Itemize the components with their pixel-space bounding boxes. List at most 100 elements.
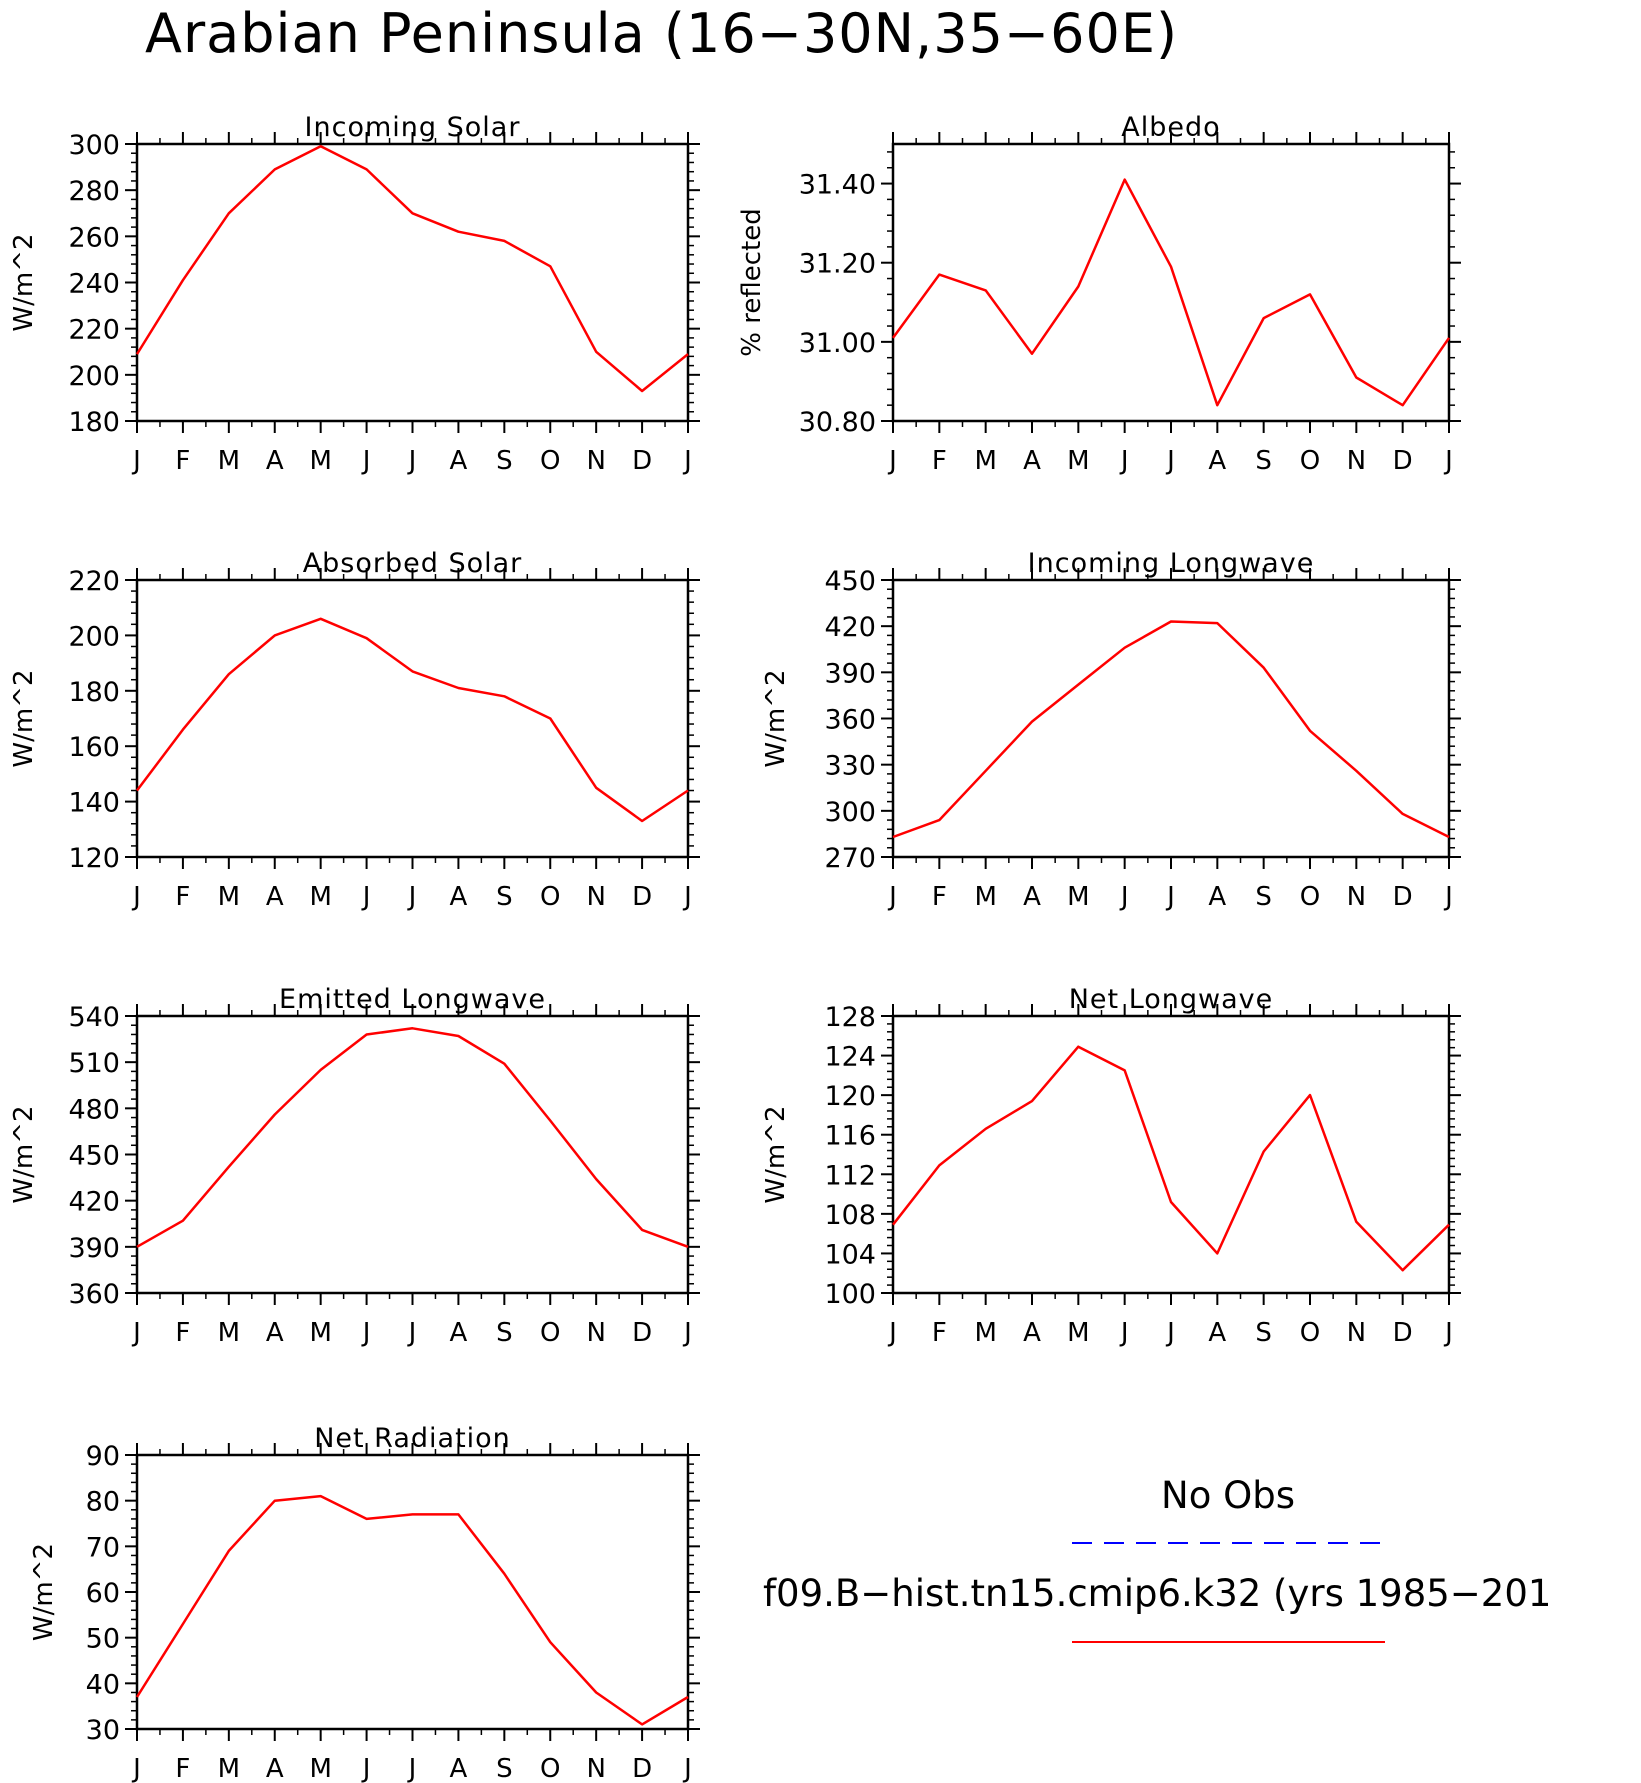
x-tick-label: J [887, 882, 897, 912]
y-tick-label: 140 [68, 788, 120, 819]
y-tick-label: 420 [824, 612, 876, 643]
y-tick-label: 330 [824, 751, 876, 782]
x-tick-label: M [974, 446, 996, 476]
x-tick-label: N [586, 882, 605, 912]
x-tick-label: F [932, 1318, 947, 1348]
x-tick-label: N [586, 1754, 605, 1783]
x-tick-label: O [540, 1318, 560, 1348]
x-tick-label: J [682, 1754, 692, 1783]
legend: No Obs f09.B−hist.tn15.cmip6.k32 (yrs 19… [763, 1474, 1551, 1643]
x-tick-label: S [496, 446, 513, 476]
x-tick-label: J [682, 446, 692, 476]
series-line-net-radiation [135, 1494, 689, 1726]
y-tick-label: 450 [68, 1141, 120, 1172]
x-tick-label: J [361, 882, 371, 912]
x-tick-label: J [131, 446, 141, 476]
x-tick-label: D [1393, 882, 1413, 912]
x-tick-label: M [1067, 446, 1089, 476]
x-tick-label: F [932, 446, 947, 476]
y-tick-label: 240 [68, 269, 120, 300]
x-tick-label: A [266, 446, 284, 476]
y-tick-label: 40 [86, 1669, 120, 1700]
y-tick-label: 30.80 [799, 407, 876, 438]
x-tick-label: A [1208, 882, 1226, 912]
x-tick-label: D [1393, 446, 1413, 476]
x-tick-label: S [496, 1318, 513, 1348]
x-tick-label: J [131, 1754, 141, 1783]
x-tick-label: S [496, 882, 513, 912]
y-axis-label: % reflected [737, 208, 767, 356]
y-tick-label: 510 [68, 1048, 120, 1079]
y-tick-label: 104 [824, 1239, 876, 1270]
y-tick-label: 120 [68, 843, 120, 874]
y-tick-label: 360 [824, 705, 876, 736]
y-axis-label: W/m^2 [9, 1105, 39, 1203]
y-tick-label: 480 [68, 1094, 120, 1125]
x-tick-label: J [682, 882, 692, 912]
series-line-emitted-longwave [136, 1027, 689, 1248]
x-tick-label: N [586, 446, 605, 476]
x-tick-label: M [309, 882, 331, 912]
x-tick-label: M [309, 1754, 331, 1783]
y-tick-label: 360 [68, 1279, 120, 1310]
x-tick-label: O [540, 446, 560, 476]
x-tick-label: J [361, 446, 371, 476]
x-tick-label: J [1119, 446, 1129, 476]
x-tick-label: A [450, 1754, 468, 1783]
plot-frame [891, 142, 1451, 423]
y-tick-label: 270 [824, 843, 876, 874]
x-tick-label: J [887, 446, 897, 476]
x-tick-label: O [1300, 446, 1320, 476]
page-title: Arabian Peninsula (16−30N,35−60E) [145, 2, 1178, 65]
y-tick-label: 31.40 [799, 170, 876, 201]
x-tick-label: S [1255, 446, 1272, 476]
x-tick-label: N [1347, 882, 1366, 912]
x-tick-label: J [887, 1318, 897, 1348]
x-tick-label: D [632, 882, 652, 912]
x-tick-label: F [175, 446, 190, 476]
x-tick-label: M [1067, 1318, 1089, 1348]
y-tick-label: 70 [86, 1532, 120, 1563]
x-tick-label: J [407, 882, 417, 912]
y-tick-label: 180 [68, 677, 120, 708]
x-tick-label: J [407, 1318, 417, 1348]
y-axis-label: W/m^2 [9, 233, 39, 331]
x-tick-label: O [540, 882, 560, 912]
x-tick-label: D [632, 446, 652, 476]
x-tick-label: S [496, 1754, 513, 1783]
x-tick-label: A [450, 446, 468, 476]
y-tick-label: 128 [824, 1002, 876, 1033]
x-tick-label: A [266, 882, 284, 912]
x-tick-label: M [974, 882, 996, 912]
x-tick-label: J [1443, 446, 1453, 476]
y-tick-label: 200 [68, 361, 120, 392]
x-tick-label: S [1255, 882, 1272, 912]
x-tick-label: J [131, 1318, 141, 1348]
y-tick-label: 220 [68, 315, 120, 346]
x-tick-label: M [1067, 882, 1089, 912]
x-tick-label: D [632, 1754, 652, 1783]
y-tick-label: 100 [824, 1279, 876, 1310]
x-tick-label: A [1023, 446, 1041, 476]
y-tick-label: 540 [68, 1002, 120, 1033]
x-tick-label: S [1255, 1318, 1272, 1348]
x-tick-label: M [218, 882, 240, 912]
x-tick-label: N [586, 1318, 605, 1348]
y-tick-label: 260 [68, 222, 120, 253]
series-line-incoming-solar [135, 145, 689, 393]
y-tick-label: 420 [68, 1187, 120, 1218]
plot-frame [135, 142, 690, 423]
x-tick-label: A [1023, 1318, 1041, 1348]
y-tick-label: 390 [824, 658, 876, 689]
x-tick-label: N [1347, 446, 1366, 476]
x-tick-label: J [407, 446, 417, 476]
x-tick-label: M [309, 1318, 331, 1348]
x-tick-label: A [266, 1318, 284, 1348]
x-tick-label: M [218, 1318, 240, 1348]
plot-frame [135, 1453, 690, 1731]
legend-obs-label: No Obs [1161, 1474, 1295, 1517]
y-axis-label: W/m^2 [9, 669, 39, 767]
